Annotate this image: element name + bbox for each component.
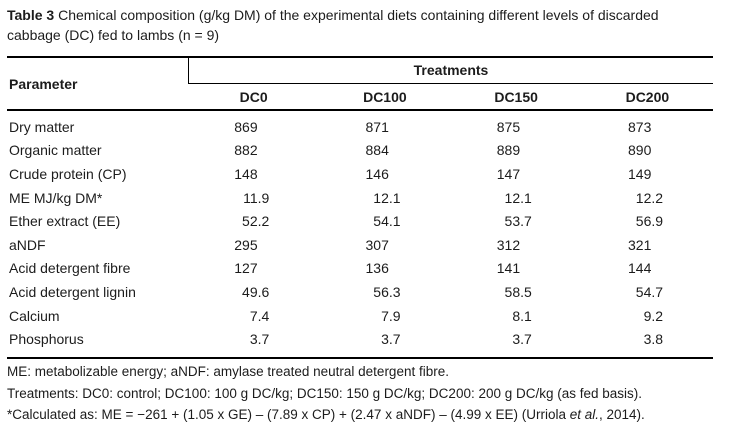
footnote-abbreviations: ME: metabolizable energy; aNDF: amylase … bbox=[7, 364, 449, 379]
value-cell: 12.1 bbox=[504, 189, 532, 206]
table-caption: Table 3 Chemical composition (g/kg DM) o… bbox=[7, 5, 726, 45]
value-cell: 307 bbox=[365, 236, 389, 253]
value-cell: 11.9 bbox=[243, 189, 270, 206]
caption-line-1: Table 3 Chemical composition (g/kg DM) o… bbox=[7, 5, 726, 25]
value-cell: 889 bbox=[496, 142, 521, 159]
column-header-dc150: DC150 bbox=[494, 89, 538, 105]
parameter-cell: Phosphorus bbox=[9, 331, 84, 348]
value-cell: 873 bbox=[628, 118, 652, 135]
table-number-label: Table 3 bbox=[7, 7, 55, 23]
table-row: Acid detergent lignin 49.6 56.3 58.5 54.… bbox=[7, 280, 713, 304]
caption-line-2: cabbage (DC) fed to lambs (n = 9) bbox=[7, 27, 220, 43]
footnote-treatments: Treatments: DC0: control; DC100: 100 g D… bbox=[7, 385, 643, 401]
value-cell: 312 bbox=[496, 236, 521, 253]
value-cell: 148 bbox=[234, 165, 258, 182]
table-header: Parameter Treatments DC0 DC100 DC150 DC2… bbox=[7, 56, 713, 111]
column-header-dc0: DC0 bbox=[239, 89, 268, 105]
value-cell: 147 bbox=[496, 165, 521, 182]
value-cell: 149 bbox=[628, 165, 652, 182]
table-body: Dry matter 869 871 875 873 Organic matte… bbox=[7, 111, 713, 359]
table-row: aNDF 295 307 312 321 bbox=[7, 233, 713, 257]
parameter-cell: Calcium bbox=[9, 307, 60, 324]
table-row: Dry matter 869 871 875 873 bbox=[7, 115, 713, 139]
parameter-cell: ME MJ/kg DM* bbox=[9, 189, 103, 206]
value-cell: 9.2 bbox=[643, 307, 664, 324]
parameter-cell: Crude protein (CP) bbox=[9, 165, 127, 182]
parameter-cell: Organic matter bbox=[9, 142, 102, 159]
parameter-cell: Dry matter bbox=[9, 118, 75, 135]
table-row: Calcium 7.4 7.9 8.1 9.2 bbox=[7, 304, 713, 328]
value-cell: 3.7 bbox=[512, 331, 532, 348]
value-cell: 56.9 bbox=[635, 213, 664, 230]
value-cell: 53.7 bbox=[504, 213, 532, 230]
value-cell: 7.9 bbox=[381, 307, 401, 324]
treatments-group-header: Treatments bbox=[188, 58, 713, 84]
table-row: Crude protein (CP) 148 146 147 149 bbox=[7, 162, 713, 186]
value-cell: 7.4 bbox=[249, 307, 270, 324]
value-cell: 8.1 bbox=[512, 307, 532, 324]
value-cell: 882 bbox=[234, 142, 258, 159]
parameter-cell: Ether extract (EE) bbox=[9, 213, 121, 230]
value-cell: 49.6 bbox=[242, 283, 270, 300]
parameter-cell: Acid detergent fibre bbox=[9, 260, 131, 277]
value-cell: 58.5 bbox=[504, 283, 532, 300]
value-cell: 3.8 bbox=[643, 331, 664, 348]
table-row: ME MJ/kg DM* 11.9 12.1 12.1 12.2 bbox=[7, 186, 713, 210]
value-cell: 3.7 bbox=[381, 331, 401, 348]
table-row: Organic matter 882 884 889 890 bbox=[7, 139, 713, 163]
column-header-dc100: DC100 bbox=[363, 89, 407, 105]
et-al-italic: et al. bbox=[569, 407, 600, 423]
value-cell: 54.1 bbox=[373, 213, 401, 230]
value-cell: 890 bbox=[628, 142, 652, 159]
value-cell: 56.3 bbox=[373, 283, 401, 300]
value-cell: 12.1 bbox=[373, 189, 401, 206]
parameter-column-header: Parameter bbox=[9, 75, 78, 92]
footnote-calculation: *Calculated as: ME = −261 + (1.05 x GE) … bbox=[7, 407, 645, 423]
value-cell: 141 bbox=[496, 260, 521, 277]
value-cell: 144 bbox=[628, 260, 652, 277]
value-cell: 52.2 bbox=[242, 213, 270, 230]
value-cell: 869 bbox=[234, 118, 258, 135]
table-footnotes: ME: metabolizable energy; aNDF: amylase … bbox=[7, 361, 726, 426]
data-table: Parameter Treatments DC0 DC100 DC150 DC2… bbox=[7, 56, 713, 359]
parameter-cell: Acid detergent lignin bbox=[9, 283, 136, 300]
table-row: Acid detergent fibre 127 136 141 144 bbox=[7, 257, 713, 281]
parameter-cell: aNDF bbox=[9, 236, 46, 253]
value-cell: 12.2 bbox=[635, 189, 664, 206]
table-row: Ether extract (EE) 52.2 54.1 53.7 56.9 bbox=[7, 209, 713, 233]
value-cell: 884 bbox=[365, 142, 389, 159]
value-cell: 127 bbox=[234, 260, 258, 277]
table-row: Phosphorus 3.7 3.7 3.7 3.8 bbox=[7, 327, 713, 351]
value-cell: 321 bbox=[628, 236, 652, 253]
value-cell: 136 bbox=[365, 260, 389, 277]
value-cell: 54.7 bbox=[635, 283, 664, 300]
value-cell: 875 bbox=[496, 118, 521, 135]
caption-text-line-1: Chemical composition (g/kg DM) of the ex… bbox=[54, 7, 659, 23]
value-cell: 295 bbox=[234, 236, 258, 253]
column-header-dc200: DC200 bbox=[625, 89, 670, 105]
value-cell: 146 bbox=[365, 165, 389, 182]
value-cell: 871 bbox=[365, 118, 389, 135]
value-cell: 3.7 bbox=[249, 331, 270, 348]
